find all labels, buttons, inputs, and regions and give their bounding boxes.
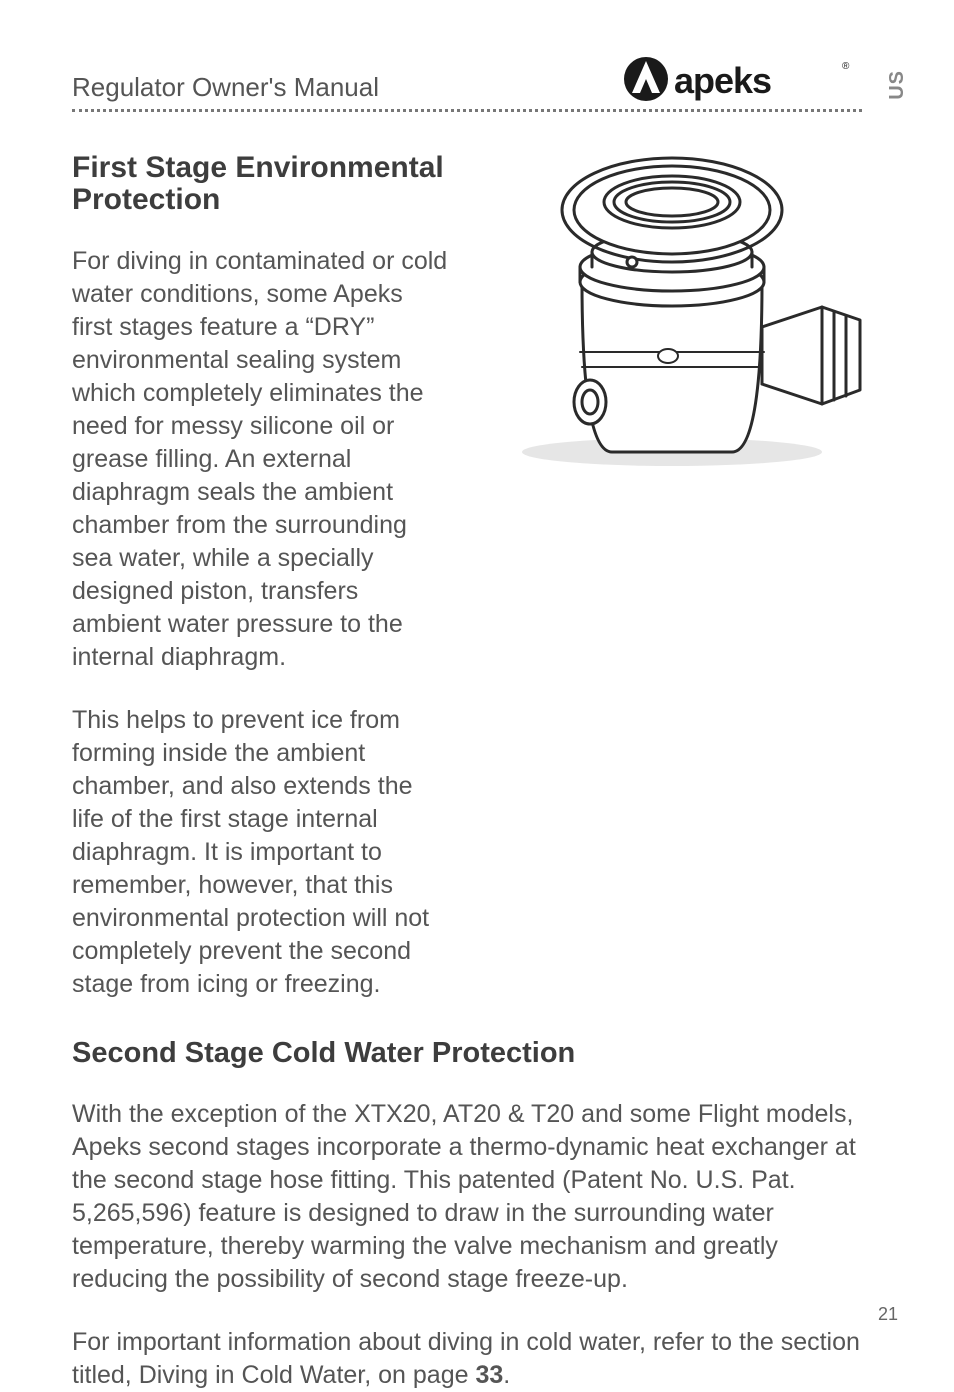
brand-logo: apeks ®: [622, 55, 862, 103]
manual-title: Regulator Owner's Manual: [72, 72, 379, 103]
first-stage-heading: First Stage Environmental Protection: [72, 152, 448, 217]
first-stage-para1: For diving in contaminated or cold water…: [72, 245, 448, 674]
language-tab: US: [886, 70, 909, 100]
second-stage-para1: With the exception of the XTX20, AT20 & …: [72, 1098, 862, 1296]
second-stage-para2-post: .: [503, 1361, 510, 1389]
first-stage-para2: This helps to prevent ice from forming i…: [72, 704, 448, 1001]
content-area: First Stage Environmental Protection For…: [72, 152, 862, 1392]
first-stage-text-column: First Stage Environmental Protection For…: [72, 152, 448, 1031]
page-number: 21: [878, 1304, 898, 1325]
second-stage-para2-pre: For important information about diving i…: [72, 1328, 860, 1389]
header-divider: [72, 109, 862, 112]
apeks-logo-icon: apeks ®: [622, 55, 862, 103]
document-page: US Regulator Owner's Manual apeks ® Firs…: [0, 0, 954, 1361]
page-header: Regulator Owner's Manual apeks ®: [72, 55, 862, 103]
second-stage-para2: For important information about diving i…: [72, 1326, 862, 1392]
second-stage-heading: Second Stage Cold Water Protection: [72, 1037, 862, 1070]
first-stage-row: First Stage Environmental Protection For…: [72, 152, 862, 1031]
svg-text:apeks: apeks: [674, 60, 771, 101]
page-reference: 33: [475, 1361, 503, 1389]
svg-text:®: ®: [842, 61, 850, 72]
regulator-diagram-icon: [462, 152, 862, 482]
first-stage-figure: [462, 152, 862, 487]
